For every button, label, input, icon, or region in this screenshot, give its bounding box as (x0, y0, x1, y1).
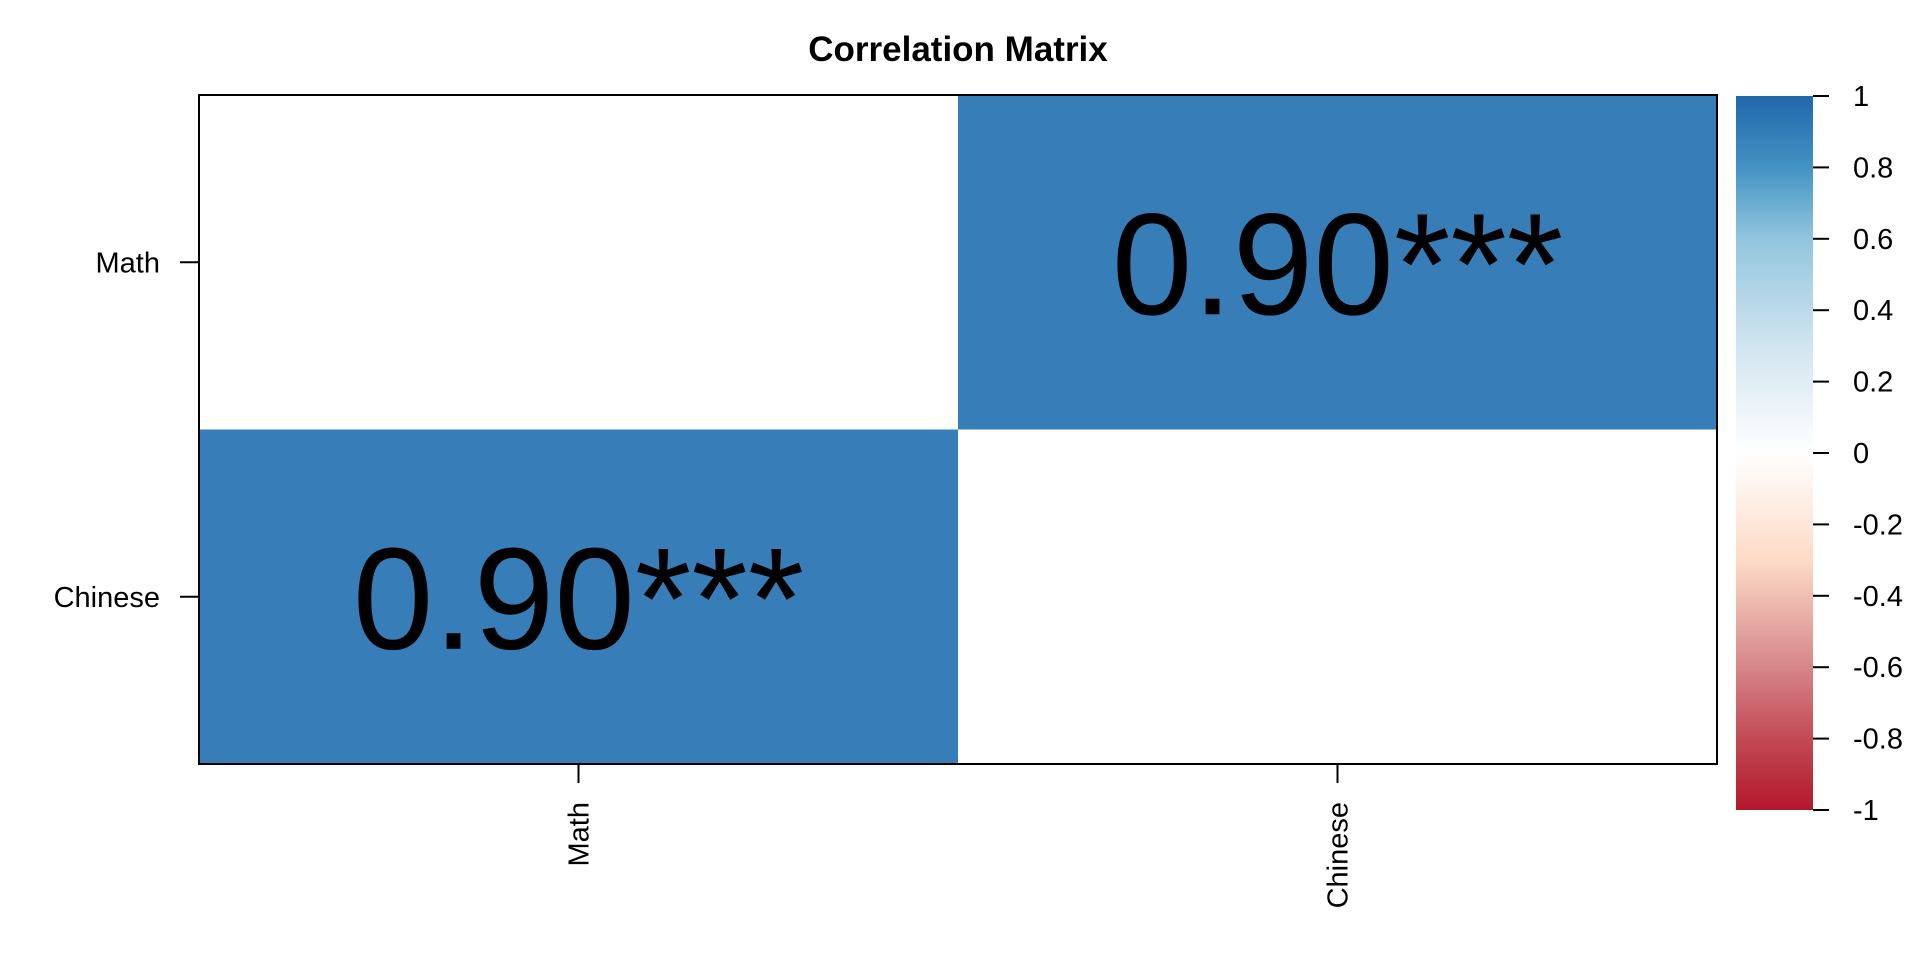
column-tick-labels: Math Chinese (564, 764, 1355, 908)
plot-border (198, 94, 1718, 765)
heatmap-cell-math-chinese (958, 95, 1717, 430)
column-tick-label: Chinese (1323, 802, 1355, 908)
colorbar-tick-label: 0.4 (1853, 295, 1893, 327)
colorbar (1736, 96, 1813, 810)
colorbar-tick-label: -0.8 (1853, 724, 1903, 756)
colorbar-tick-label: 0.8 (1853, 152, 1893, 184)
chart-title: Correlation Matrix (808, 30, 1108, 69)
heatmap-cell-math-math (199, 95, 958, 430)
colorbar-tick-label: -0.4 (1853, 581, 1903, 613)
row-tick-label: Math (96, 247, 160, 279)
row-tick-label: Chinese (54, 582, 160, 614)
heatmap-cells: 0.90*** 0.90*** (199, 95, 1717, 764)
colorbar-tick-label: 0 (1853, 438, 1869, 470)
colorbar-tick-label: -0.6 (1853, 652, 1903, 684)
cell-value-label: 0.90*** (1112, 183, 1564, 345)
heatmap-cell-chinese-chinese (958, 429, 1717, 764)
colorbar-tick-label: 0.2 (1853, 367, 1893, 399)
colorbar-ticks: 1 0.8 0.6 0.4 0.2 0 -0.2 -0.4 -0.6 -0.8 -1 (1813, 81, 1903, 827)
row-tick-labels: Math Chinese (54, 247, 199, 614)
cell-value-label: 0.90*** (353, 518, 805, 680)
colorbar-tick-label: -0.2 (1853, 509, 1903, 541)
colorbar-tick-label: 1 (1853, 81, 1869, 113)
colorbar-tick-label: -1 (1853, 795, 1879, 827)
colorbar-tick-label: 0.6 (1853, 224, 1893, 256)
column-tick-label: Math (564, 802, 596, 866)
heatmap-cell-chinese-math (199, 429, 958, 764)
